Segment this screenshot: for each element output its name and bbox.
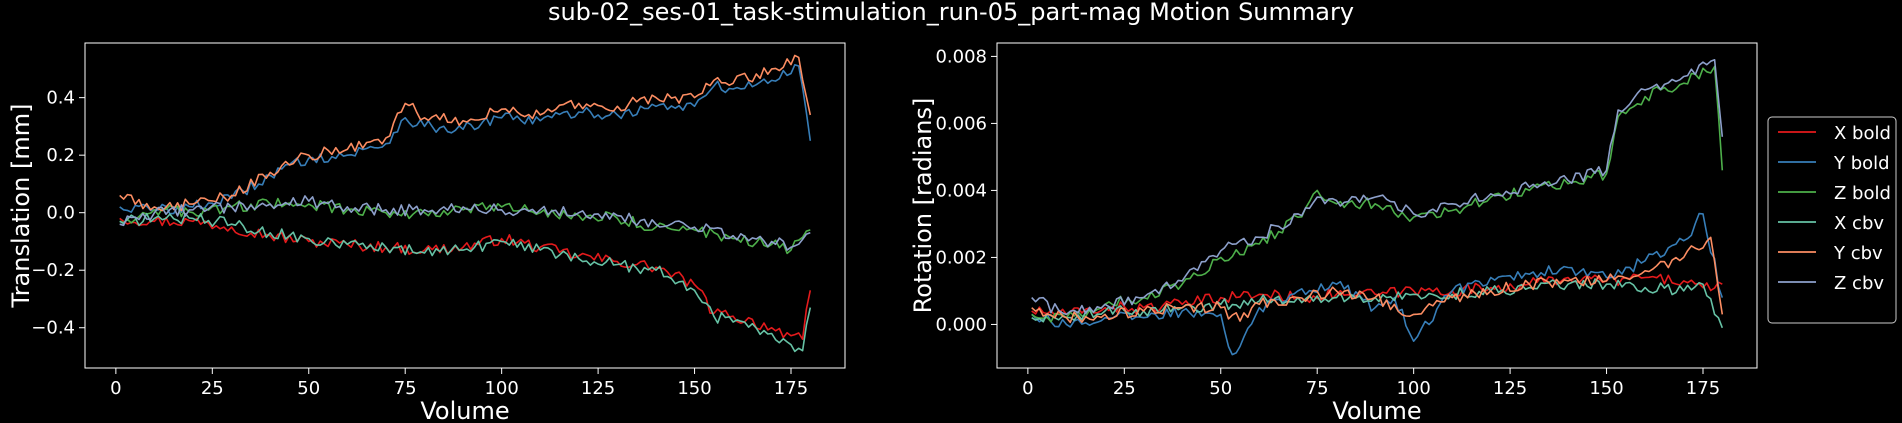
y-tick-label: 0.004 xyxy=(935,180,987,201)
series-line-z-bold xyxy=(119,197,811,255)
y-tick-label: 0.006 xyxy=(935,113,987,134)
x-tick-label: 100 xyxy=(484,378,518,399)
legend: X bold Y bold Z bold X cbv Y cbv Z cbv xyxy=(1767,116,1897,324)
x-tick-label: 75 xyxy=(1306,378,1329,399)
series-line-z-cbv xyxy=(119,195,811,251)
y-axis-label: Rotation [radians] xyxy=(909,98,937,314)
series-group xyxy=(1031,59,1724,356)
series-line-z-cbv xyxy=(1031,59,1724,316)
y-tick-label: −0.2 xyxy=(31,260,75,281)
y-tick-label: 0.0 xyxy=(46,203,75,224)
x-tick-label: 150 xyxy=(677,378,711,399)
series-group xyxy=(119,54,812,353)
series-line-y-bold xyxy=(1031,212,1724,356)
series-line-y-cbv xyxy=(1031,236,1724,324)
legend-label: X cbv xyxy=(1834,213,1884,234)
series-line-x-cbv xyxy=(1031,278,1724,329)
x-tick-label: 125 xyxy=(581,378,615,399)
rotation-plot: 0 25 50 75 100 125 150 175 0.000 0.002 0.004 0.006 0… xyxy=(909,42,1758,423)
x-tick-label: 175 xyxy=(774,378,808,399)
legend-box xyxy=(1767,116,1897,324)
x-tick-label: 175 xyxy=(1686,378,1720,399)
x-tick-label: 50 xyxy=(297,378,320,399)
x-tick-label: 0 xyxy=(110,378,121,399)
legend-label: Z cbv xyxy=(1834,273,1884,294)
legend-label: Y bold xyxy=(1833,153,1890,174)
x-tick-label: 0 xyxy=(1022,378,1033,399)
x-tick-label: 25 xyxy=(1113,378,1136,399)
series-line-y-bold xyxy=(119,64,812,215)
y-tick-label: 0.008 xyxy=(935,46,987,67)
x-tick-label: 25 xyxy=(201,378,224,399)
x-tick-label: 50 xyxy=(1209,378,1232,399)
legend-label: X bold xyxy=(1834,123,1891,144)
series-line-x-cbv xyxy=(119,212,812,353)
legend-label: Z bold xyxy=(1834,183,1891,204)
y-axis-label: Translation [mm] xyxy=(7,104,35,309)
x-axis-label: Volume xyxy=(420,397,509,423)
series-line-z-bold xyxy=(1031,65,1724,323)
y-tick-label: 0.000 xyxy=(935,314,987,335)
y-tick-label: −0.4 xyxy=(31,318,75,339)
y-tick-label: 0.4 xyxy=(46,88,75,109)
x-tick-label: 75 xyxy=(394,378,417,399)
x-axis-label: Volume xyxy=(1332,397,1421,423)
chart-title: sub-02_ses-01_task-stimulation_run-05_pa… xyxy=(547,0,1355,26)
y-tick-label: 0.002 xyxy=(935,247,987,268)
series-line-y-cbv xyxy=(119,54,812,212)
axes-frame xyxy=(84,42,846,369)
axes-frame xyxy=(996,42,1758,369)
legend-label: Y cbv xyxy=(1833,243,1883,264)
x-tick-label: 100 xyxy=(1396,378,1430,399)
x-tick-label: 125 xyxy=(1493,378,1527,399)
translation-plot: 0 25 50 75 100 125 150 175 −0.4 −0.2 0.0 0.2 0.4 Volu… xyxy=(7,42,846,423)
y-tick-label: 0.2 xyxy=(46,145,75,166)
x-tick-label: 150 xyxy=(1589,378,1623,399)
series-line-x-bold xyxy=(119,216,812,340)
